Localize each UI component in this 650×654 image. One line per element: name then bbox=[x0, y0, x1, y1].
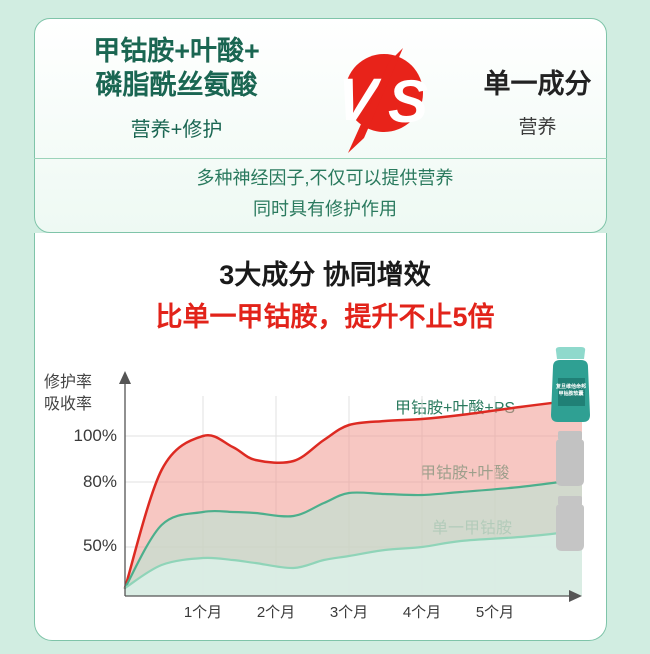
svg-text:甲钴胺软囊: 甲钴胺软囊 bbox=[558, 390, 583, 397]
svg-text:复旦维他命邦: 复旦维他命邦 bbox=[555, 383, 586, 390]
